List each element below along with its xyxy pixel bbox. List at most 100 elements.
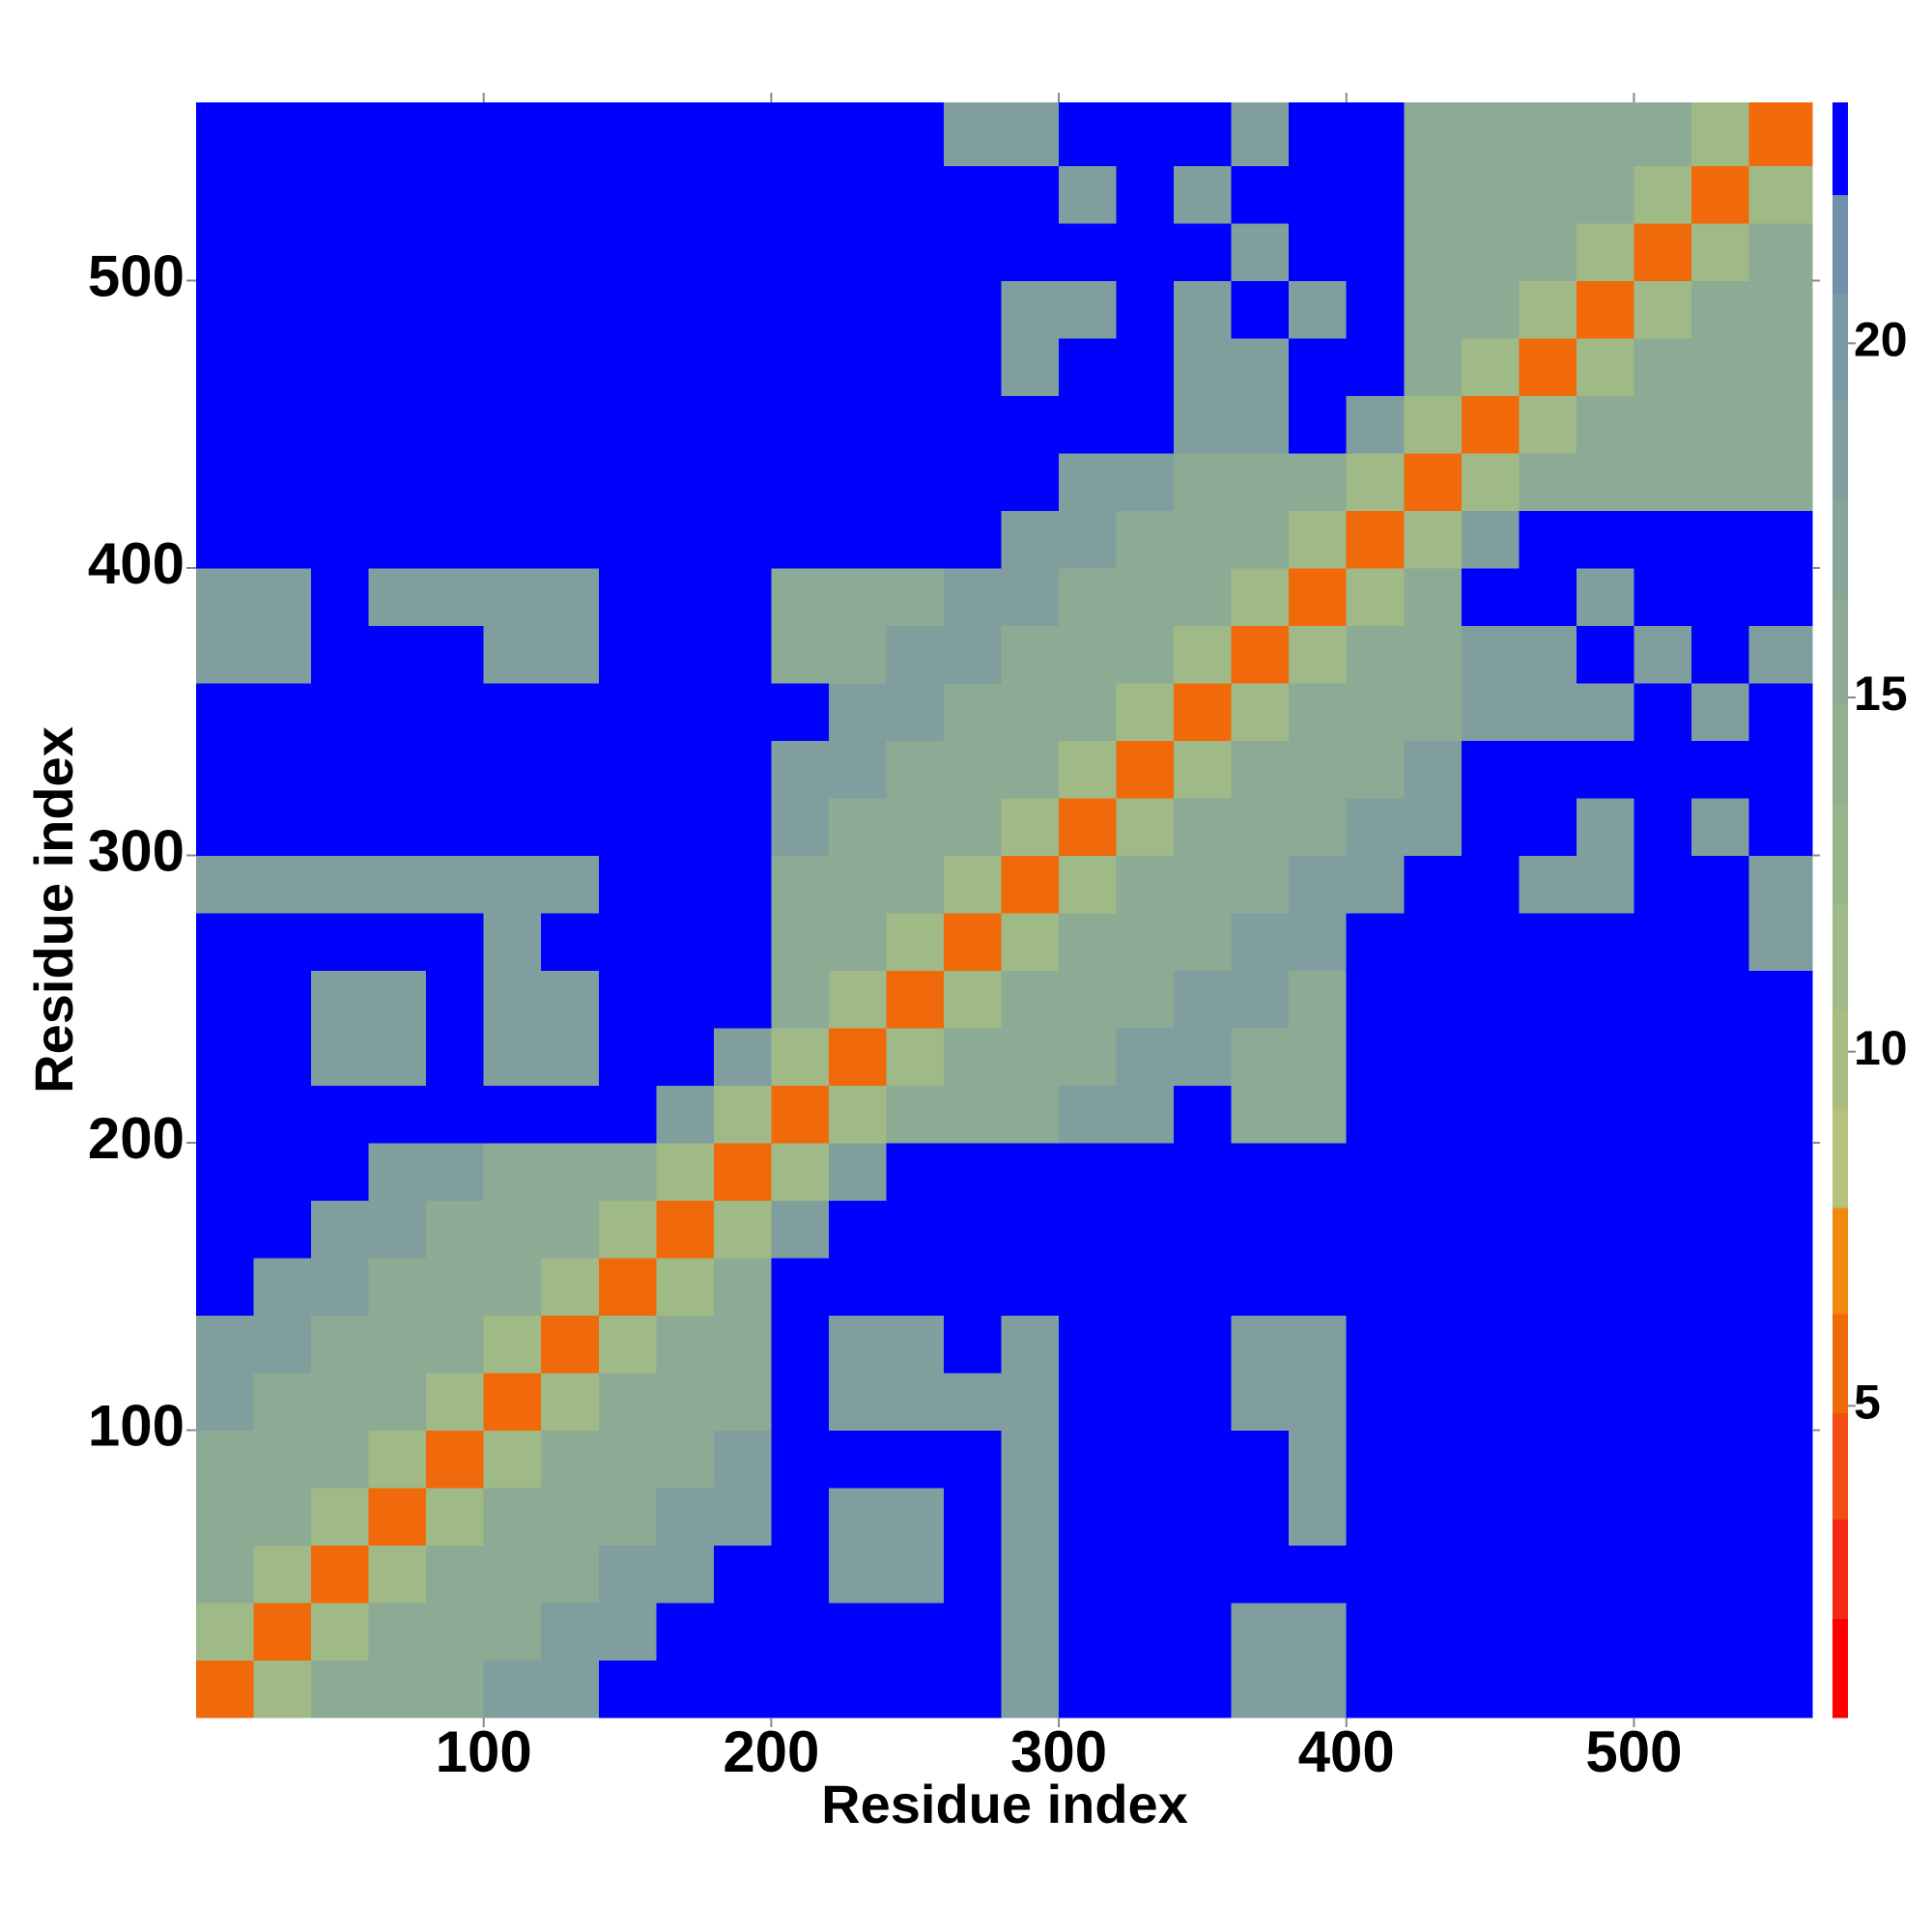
- heatmap-cell: [1231, 1257, 1290, 1316]
- heatmap-cell: [1576, 1372, 1634, 1431]
- heatmap-cell: [1001, 1257, 1060, 1316]
- heatmap-cell: [1231, 222, 1290, 281]
- heatmap-cell: [828, 510, 887, 569]
- heatmap-cell: [1748, 740, 1813, 799]
- heatmap-cell: [1001, 567, 1060, 626]
- heatmap-cell: [1346, 395, 1405, 454]
- heatmap-cell: [1748, 625, 1813, 684]
- heatmap-cell: [426, 567, 485, 626]
- heatmap-cell: [1346, 1200, 1405, 1259]
- heatmap-cell: [713, 567, 772, 626]
- heatmap-cell: [541, 337, 600, 396]
- heatmap-cell: [1289, 337, 1348, 396]
- heatmap-cell: [1346, 1142, 1405, 1201]
- heatmap-cell: [426, 280, 485, 339]
- heatmap-cell: [598, 1660, 657, 1719]
- heatmap-cell: [886, 1487, 945, 1546]
- heatmap-cell: [1231, 1142, 1290, 1201]
- heatmap-cell: [426, 1602, 485, 1661]
- heatmap-cell: [426, 1372, 485, 1431]
- heatmap-cell: [1404, 395, 1463, 454]
- heatmap-cell: [886, 567, 945, 626]
- heatmap-cell: [1634, 222, 1692, 281]
- heatmap-cell: [253, 970, 312, 1029]
- heatmap-cell: [1231, 970, 1290, 1029]
- heatmap-cell: [1289, 567, 1348, 626]
- heatmap-cell: [1231, 912, 1290, 971]
- heatmap-cell: [368, 165, 427, 224]
- colorbar-band: [1833, 498, 1848, 599]
- heatmap-cell: [368, 1545, 427, 1604]
- heatmap-cell: [196, 1430, 255, 1489]
- heatmap-cell: [1690, 1372, 1750, 1431]
- heatmap-cell: [1231, 337, 1290, 396]
- heatmap-cell: [1231, 452, 1290, 511]
- heatmap-cell: [541, 1602, 600, 1661]
- heatmap-cell: [253, 1085, 312, 1144]
- heatmap-cell: [1519, 1085, 1577, 1144]
- heatmap-cell: [656, 337, 715, 396]
- heatmap-cell: [1519, 1142, 1577, 1201]
- heatmap-cell: [886, 222, 945, 281]
- heatmap-cell: [1690, 1602, 1750, 1661]
- heatmap-cell: [828, 970, 887, 1029]
- heatmap-cell: [656, 970, 715, 1029]
- heatmap-cell: [943, 1372, 1003, 1431]
- heatmap-cell: [1634, 452, 1692, 511]
- heatmap-cell: [196, 1257, 255, 1316]
- y-tick-label: 500: [88, 243, 185, 308]
- heatmap-cell: [1690, 1315, 1750, 1374]
- heatmap-cell: [196, 567, 255, 626]
- heatmap-cell: [1519, 280, 1577, 339]
- heatmap-cell: [483, 510, 542, 569]
- heatmap-cell: [1461, 567, 1520, 626]
- heatmap-cell: [1001, 1602, 1060, 1661]
- heatmap-cell: [1404, 165, 1463, 224]
- heatmap-cell: [1519, 855, 1577, 914]
- heatmap-cell: [656, 1602, 715, 1661]
- heatmap-cell: [598, 102, 657, 166]
- heatmap-cell: [426, 625, 485, 684]
- heatmap-cell: [541, 740, 600, 799]
- heatmap-cell: [483, 740, 542, 799]
- heatmap-cell: [1289, 682, 1348, 741]
- heatmap-cell: [1404, 912, 1463, 971]
- heatmap-cell: [713, 1660, 772, 1719]
- heatmap-cell: [1519, 102, 1577, 166]
- heatmap-cell: [1748, 337, 1813, 396]
- colorbar-band: [1833, 1208, 1848, 1315]
- heatmap-cell: [828, 567, 887, 626]
- heatmap-cell: [771, 1487, 830, 1546]
- heatmap-cell: [1116, 970, 1175, 1029]
- colorbar-tick-label: 5: [1854, 1376, 1881, 1430]
- heatmap-cell: [483, 970, 542, 1029]
- heatmap-cell: [1289, 1372, 1348, 1431]
- heatmap-cell: [771, 682, 830, 741]
- heatmap-cell: [368, 452, 427, 511]
- heatmap-cell: [1289, 740, 1348, 799]
- heatmap-cell: [771, 102, 830, 166]
- heatmap-cell: [713, 510, 772, 569]
- heatmap-cell: [1116, 855, 1175, 914]
- heatmap-cell: [1519, 1602, 1577, 1661]
- heatmap-cell: [1059, 1257, 1118, 1316]
- heatmap-cell: [368, 970, 427, 1029]
- heatmap-cell: [713, 682, 772, 741]
- heatmap-cell: [886, 452, 945, 511]
- heatmap-cell: [483, 1430, 542, 1489]
- heatmap-cell: [541, 1487, 600, 1546]
- heatmap-cell: [1748, 1545, 1813, 1604]
- heatmap-cell: [483, 1200, 542, 1259]
- heatmap-cell: [656, 280, 715, 339]
- heatmap-cell: [368, 567, 427, 626]
- heatmap-cell: [771, 1430, 830, 1489]
- heatmap-cell: [943, 1315, 1003, 1374]
- heatmap-cell: [1001, 1200, 1060, 1259]
- heatmap-cell: [1346, 222, 1405, 281]
- heatmap-cell: [1576, 1487, 1634, 1546]
- heatmap-cell: [1174, 740, 1233, 799]
- heatmap-cell: [196, 510, 255, 569]
- heatmap-cell: [1001, 625, 1060, 684]
- heatmap-cell: [1346, 625, 1405, 684]
- heatmap-cell: [1461, 1602, 1520, 1661]
